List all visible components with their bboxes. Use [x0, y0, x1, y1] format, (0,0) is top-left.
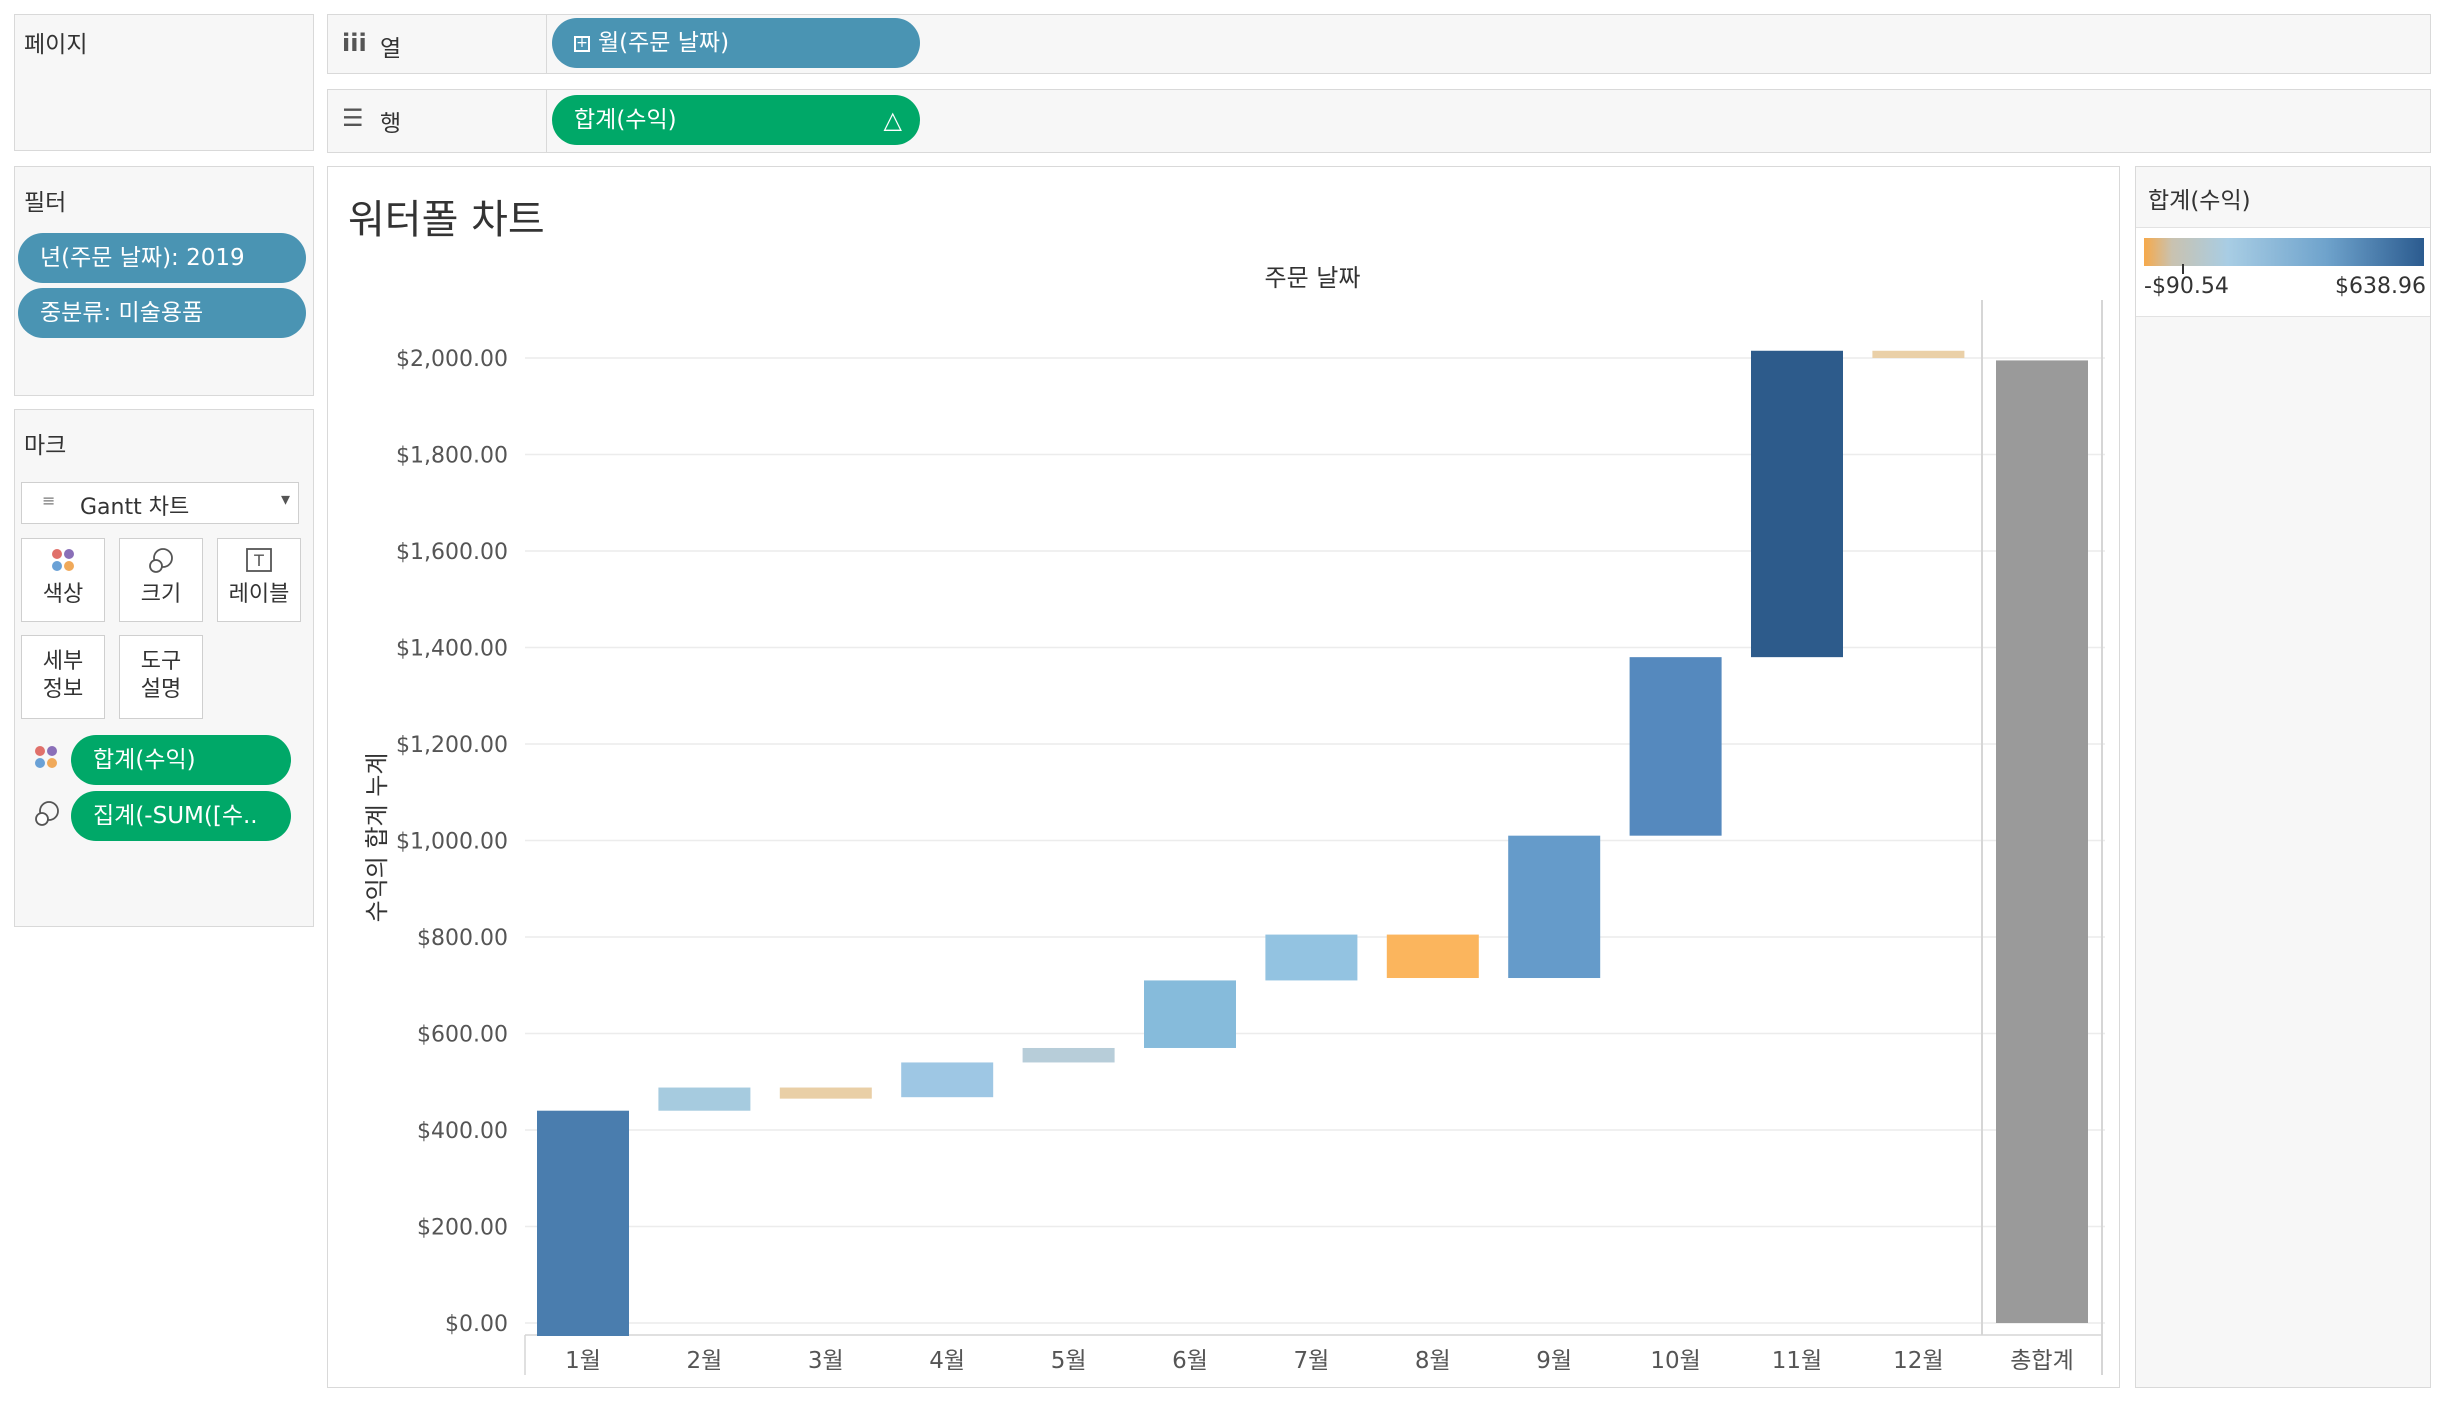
detail-button-text: 세부 정보 — [42, 649, 84, 702]
color-button-label: 색상 — [42, 582, 84, 607]
rows-shelf-icon: ☰ — [342, 104, 364, 132]
bar-10월[interactable] — [1629, 657, 1722, 836]
mark-type-label: Gantt 차트 — [80, 495, 190, 520]
columns-pill-label: 월(주문 날짜) — [598, 30, 730, 56]
filter-pill-year[interactable]: 년(주문 날짜): 2019 — [18, 233, 306, 283]
x-tick-label: 6월 — [1172, 1348, 1208, 1374]
rows-pill-label: 합계(수익) — [574, 107, 677, 133]
pages-title: 페이지 — [24, 32, 88, 58]
bar-8월[interactable] — [1386, 934, 1479, 979]
rows-shelf[interactable]: ☰ 행 합계(수익) △ — [327, 89, 2431, 153]
x-tick-label: 3월 — [808, 1348, 844, 1374]
bar-총합계[interactable] — [1996, 360, 2088, 1324]
x-tick-label: 12월 — [1893, 1348, 1943, 1374]
y-tick-label: $1,600.00 — [396, 540, 508, 565]
filter-pill-subcategory-label: 중분류: 미술용품 — [40, 300, 204, 326]
x-axis-title: 주문 날짜 — [1265, 264, 1361, 292]
x-tick-label: 7월 — [1294, 1348, 1330, 1374]
tooltip-button[interactable]: 도구 설명 — [119, 635, 203, 719]
x-tick-label: 9월 — [1536, 1348, 1572, 1374]
bar-7월[interactable] — [1265, 934, 1358, 981]
filters-title: 필터 — [24, 190, 67, 216]
bar-9월[interactable] — [1508, 835, 1601, 979]
bar-11월[interactable] — [1751, 350, 1843, 658]
color-icon — [22, 547, 104, 579]
shelf-divider — [546, 90, 547, 152]
marks-panel: 마크 ≡ Gantt 차트 ▾ 색상 크기 T 레이블 세부 정보 도구 설명 … — [14, 409, 314, 927]
size-button[interactable]: 크기 — [119, 538, 203, 622]
legend-min-label: -$90.54 — [2144, 274, 2229, 299]
filter-pill-subcategory[interactable]: 중분류: 미술용품 — [18, 288, 306, 338]
y-tick-label: $1,200.00 — [396, 733, 508, 758]
rows-pill[interactable]: 합계(수익) △ — [552, 95, 920, 145]
mark-type-dropdown[interactable]: ≡ Gantt 차트 ▾ — [21, 482, 299, 524]
label-button[interactable]: T 레이블 — [217, 538, 301, 622]
x-tick-label: 4월 — [929, 1348, 965, 1374]
detail-button-label: 세부 정보 — [22, 648, 104, 704]
marks-title: 마크 — [24, 433, 67, 459]
size-button-label: 크기 — [140, 582, 182, 607]
filter-pill-year-label: 년(주문 날짜): 2019 — [40, 245, 245, 271]
y-tick-label: $1,000.00 — [396, 830, 508, 855]
filters-panel: 필터 년(주문 날짜): 2019 중분류: 미술용품 — [14, 166, 314, 396]
legend-panel: 합계(수익) -$90.54 $638.96 — [2135, 166, 2431, 1388]
pages-panel: 페이지 — [14, 14, 314, 151]
y-tick-label: $1,800.00 — [396, 444, 508, 469]
tooltip-button-label: 도구 설명 — [120, 648, 202, 704]
x-tick-label: 8월 — [1415, 1348, 1451, 1374]
legend-box: -$90.54 $638.96 — [2136, 227, 2430, 317]
columns-pill[interactable]: + 월(주문 날짜) — [552, 18, 920, 68]
legend-color-ramp[interactable] — [2144, 238, 2424, 266]
x-tick-label: 총합계 — [2010, 1348, 2073, 1374]
size-field-icon — [33, 800, 61, 832]
rows-shelf-label: 행 — [380, 111, 402, 137]
y-tick-label: $0.00 — [445, 1312, 508, 1337]
y-tick-label: $400.00 — [417, 1119, 508, 1144]
bar-2월[interactable] — [658, 1087, 751, 1111]
color-button[interactable]: 색상 — [21, 538, 105, 622]
size-icon — [120, 547, 202, 579]
detail-button[interactable]: 세부 정보 — [21, 635, 105, 719]
tooltip-button-text: 도구 설명 — [140, 649, 182, 702]
y-tick-label: $1,400.00 — [396, 637, 508, 662]
bar-3월[interactable] — [779, 1087, 872, 1099]
label-button-label: 레이블 — [228, 582, 290, 607]
gantt-icon: ≡ — [42, 491, 56, 510]
size-field-label: 집계(-SUM([수.. — [93, 803, 258, 829]
shelf-divider — [546, 15, 547, 73]
y-tick-label: $800.00 — [417, 926, 508, 951]
columns-shelf-label: 열 — [380, 36, 402, 62]
chevron-down-icon[interactable]: ▾ — [280, 489, 290, 510]
x-tick-label: 10월 — [1650, 1348, 1700, 1374]
x-tick-label: 2월 — [687, 1348, 723, 1374]
bar-5월[interactable] — [1022, 1047, 1115, 1063]
color-field-icon — [33, 744, 59, 774]
x-tick-label: 1월 — [565, 1348, 601, 1374]
legend-max-label: $638.96 — [2335, 274, 2426, 299]
y-tick-label: $200.00 — [417, 1216, 508, 1241]
x-tick-label: 5월 — [1051, 1348, 1087, 1374]
delta-icon: △ — [883, 106, 902, 134]
bar-6월[interactable] — [1144, 980, 1236, 1048]
y-tick-label: $2,000.00 — [396, 347, 508, 372]
svg-text:T: T — [253, 551, 264, 570]
color-field-pill[interactable]: 합계(수익) — [71, 735, 291, 785]
y-axis-title: 수익의 합계 누계 — [363, 753, 391, 923]
columns-shelf-icon: iii — [342, 29, 367, 57]
size-field-pill[interactable]: 집계(-SUM([수.. — [71, 791, 291, 841]
bar-12월[interactable] — [1872, 350, 1965, 358]
legend-title: 합계(수익) — [2148, 188, 2251, 214]
color-field-label: 합계(수익) — [93, 747, 196, 773]
bar-1월[interactable] — [537, 1110, 629, 1336]
text-icon: T — [218, 547, 300, 579]
columns-shelf[interactable]: iii 열 + 월(주문 날짜) — [327, 14, 2431, 74]
chart-title: 워터폴 차트 — [348, 197, 545, 243]
y-tick-label: $600.00 — [417, 1023, 508, 1048]
legend-zero-marker — [2182, 264, 2184, 274]
x-tick-label: 11월 — [1772, 1348, 1822, 1374]
expand-icon[interactable]: + — [574, 35, 590, 52]
bar-4월[interactable] — [901, 1062, 994, 1098]
